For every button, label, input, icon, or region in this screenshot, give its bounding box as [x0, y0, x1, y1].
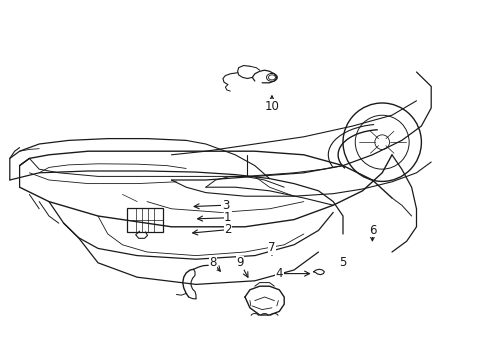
Text: 10: 10 [265, 100, 279, 113]
Text: 6: 6 [368, 224, 376, 237]
Text: 9: 9 [236, 256, 244, 269]
Bar [126, 208, 163, 232]
Text: 8: 8 [209, 256, 217, 269]
Text: 5: 5 [339, 256, 347, 269]
Text: 3: 3 [221, 199, 229, 212]
Text: 7: 7 [268, 241, 276, 254]
Text: 2: 2 [224, 223, 232, 236]
Text: 1: 1 [224, 211, 232, 224]
Text: 4: 4 [275, 267, 283, 280]
